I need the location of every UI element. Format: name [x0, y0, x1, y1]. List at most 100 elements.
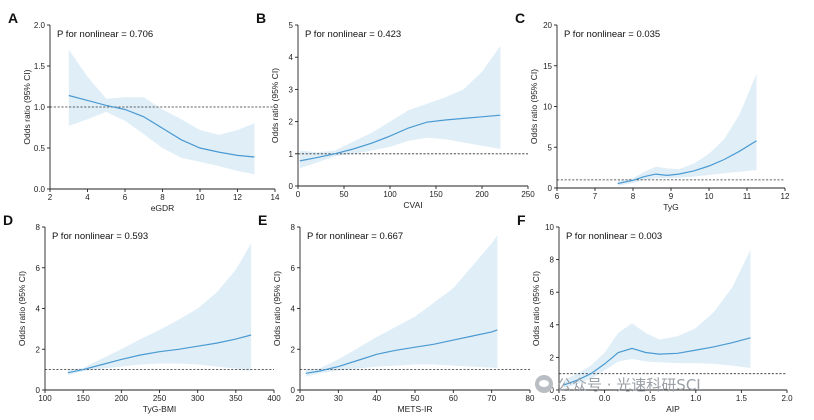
- wechat-icon: [535, 375, 553, 393]
- y-tick-label: 4: [550, 321, 555, 330]
- x-tick-label: 200: [475, 190, 489, 199]
- y-tick-label: 6: [36, 264, 41, 273]
- y-tick-label: 4: [36, 305, 41, 314]
- x-tick-label: 50: [340, 190, 349, 199]
- y-tick-label: 3: [289, 85, 294, 94]
- odds-ratio-curve: [617, 140, 757, 185]
- x-tick-label: 14: [271, 193, 280, 202]
- x-tick-label: 8: [631, 192, 636, 201]
- x-tick-label: 0: [296, 190, 301, 199]
- x-tick-label: 9: [669, 192, 674, 201]
- confidence-band: [305, 235, 498, 377]
- x-tick-label: 0.0: [599, 394, 611, 403]
- y-tick-label: 2: [36, 345, 41, 354]
- y-tick-label: 0.0: [34, 185, 46, 194]
- confidence-band: [67, 243, 252, 376]
- y-tick-label: 0: [36, 386, 41, 395]
- x-tick-label: 6: [123, 193, 128, 202]
- confidence-band: [299, 45, 501, 169]
- y-tick-label: 8: [36, 223, 41, 232]
- odds-ratio-curve: [305, 329, 498, 374]
- x-tick-label: 150: [76, 394, 90, 403]
- y-tick-label: 0.5: [34, 144, 46, 153]
- y-tick-label: 6: [291, 264, 296, 273]
- panel-letter: E: [258, 212, 267, 228]
- panel-b: 0 50 100 150 200 250 0 1 2 3 4 5 CVAI Odds ratio (95%…: [256, 10, 535, 210]
- y-tick-label: 0: [289, 182, 294, 191]
- y-tick-label: 20: [543, 21, 552, 30]
- x-axis-label: METS-IR: [398, 404, 433, 414]
- panel-a: 2 4 6 8 10 12 14 0.0 0.5 1.0 1.5 2.0 eGDR Odds ratio …: [8, 10, 280, 213]
- x-tick-label: 300: [191, 394, 205, 403]
- panel-letter: B: [256, 10, 266, 26]
- x-tick-label: 250: [521, 190, 535, 199]
- y-axis-label: Odds ratio (95% CI): [531, 271, 541, 346]
- y-tick-label: 0: [548, 184, 553, 193]
- x-tick-label: 2: [48, 193, 53, 202]
- y-tick-label: 6: [550, 288, 555, 297]
- odds-ratio-curve: [67, 334, 252, 374]
- p-nonlinear-label: P for nonlinear = 0.667: [307, 231, 403, 242]
- y-axis-label: Odds ratio (95% CI): [529, 69, 539, 144]
- watermark: 公众号 · 光速科研SCI: [535, 372, 701, 396]
- x-tick-label: 70: [487, 394, 496, 403]
- x-axis-label: CVAI: [403, 200, 422, 210]
- y-axis-label: Odds ratio (95% CI): [270, 68, 280, 143]
- y-axis-label: Odds ratio (95% CI): [22, 69, 32, 144]
- y-tick-label: 0: [291, 386, 296, 395]
- p-nonlinear-label: P for nonlinear = 0.423: [305, 29, 401, 40]
- y-tick-label: 2: [289, 118, 294, 127]
- y-tick-label: 2: [291, 345, 296, 354]
- x-tick-label: 150: [429, 190, 443, 199]
- x-axis-label: TyG: [663, 202, 679, 212]
- odds-ratio-curve: [563, 337, 751, 386]
- x-tick-label: 12: [233, 193, 242, 202]
- y-tick-label: 5: [548, 143, 553, 152]
- x-tick-label: 100: [38, 394, 52, 403]
- y-tick-label: 2.0: [34, 21, 46, 30]
- confidence-band: [563, 249, 751, 388]
- x-tick-label: 30: [334, 394, 343, 403]
- y-tick-label: 4: [289, 53, 294, 62]
- x-tick-label: 50: [411, 394, 420, 403]
- panel-f: -0.5 0.0 0.5 1.0 1.5 2.0 0 2 4 6 8 10 AIP Odds ratio …: [517, 212, 793, 414]
- x-tick-label: 20: [296, 394, 305, 403]
- x-tick-label: 350: [229, 394, 243, 403]
- p-nonlinear-label: P for nonlinear = 0.706: [57, 29, 153, 40]
- x-axis-label: TyG-BMI: [143, 404, 177, 414]
- p-nonlinear-label: P for nonlinear = 0.003: [566, 231, 662, 242]
- x-tick-label: 60: [449, 394, 458, 403]
- x-tick-label: 250: [153, 394, 167, 403]
- panel-letter: F: [517, 212, 526, 228]
- p-nonlinear-label: P for nonlinear = 0.593: [52, 231, 148, 242]
- panel-letter: D: [3, 212, 13, 228]
- y-tick-label: 2: [550, 353, 555, 362]
- x-tick-label: 1.5: [736, 394, 748, 403]
- x-tick-label: 6: [555, 192, 560, 201]
- x-tick-label: -0.5: [552, 394, 566, 403]
- watermark-text: 公众号 · 光速科研SCI: [557, 375, 701, 394]
- y-axis-label: Odds ratio (95% CI): [17, 271, 27, 346]
- confidence-band: [617, 73, 757, 186]
- panel-c: 6 7 8 9 10 11 12 0 5 10 15 20 TyG Odds ratio (95% CI)…: [515, 10, 790, 212]
- y-tick-label: 1.0: [34, 103, 46, 112]
- y-tick-label: 10: [545, 223, 554, 232]
- x-tick-label: 400: [267, 394, 281, 403]
- x-tick-label: 200: [115, 394, 129, 403]
- y-tick-label: 10: [543, 103, 552, 112]
- x-tick-label: 8: [160, 193, 165, 202]
- y-tick-label: 1.5: [34, 62, 46, 71]
- x-tick-label: 80: [526, 394, 535, 403]
- p-nonlinear-label: P for nonlinear = 0.035: [564, 29, 660, 40]
- y-axis-label: Odds ratio (95% CI): [272, 271, 282, 346]
- x-tick-label: 10: [196, 193, 205, 202]
- y-tick-label: 0: [550, 386, 555, 395]
- x-axis-label: AIP: [666, 404, 680, 414]
- odds-ratio-curve: [68, 94, 255, 158]
- y-tick-label: 1: [289, 150, 294, 159]
- odds-ratio-curve: [299, 114, 501, 162]
- x-tick-label: 12: [781, 192, 790, 201]
- x-tick-label: 7: [593, 192, 598, 201]
- x-tick-label: 0.5: [645, 394, 657, 403]
